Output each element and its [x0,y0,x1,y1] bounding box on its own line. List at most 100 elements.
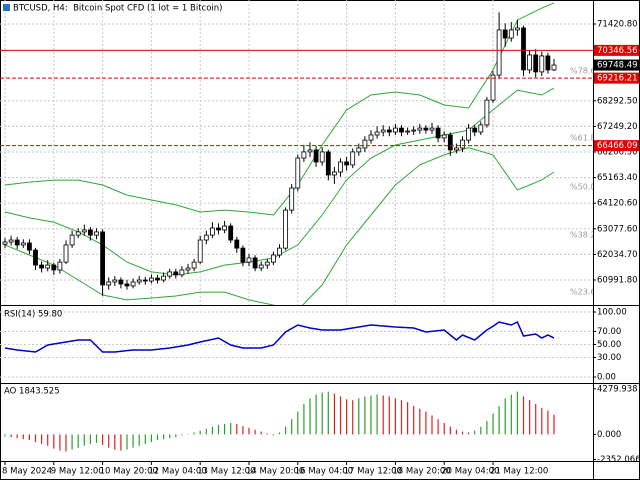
candle-body [429,127,435,131]
ao-bar [285,426,287,435]
price-level-label: 66466.09 [597,141,638,151]
ao-bar [150,434,152,442]
ao-bar [474,430,476,435]
candle-body [490,74,496,101]
ao-bar [10,434,12,438]
ao-bar [120,434,122,451]
candle-body [533,54,539,73]
candle-body [374,131,380,136]
candle-body [209,227,215,236]
candle-body [478,124,484,133]
candle-body [380,129,386,133]
y-tick-label: 64120.60 [597,199,638,209]
y-tick-label: 67249.20 [597,122,638,132]
candle-body [521,27,526,71]
ao-bar [297,411,299,435]
ao-bar [529,400,531,435]
ao-bar [199,430,201,435]
y-tick-label: 63077.60 [597,224,638,234]
ao-bar [254,429,256,435]
candle-body [270,254,276,263]
candle-body [386,129,392,133]
ao-bar [108,434,110,448]
ao-bar [114,434,116,450]
ao-bar [65,434,67,452]
price-level-box [594,44,639,56]
ao-bar [53,434,55,449]
candle-body [39,264,44,269]
ao-bar [376,394,378,435]
ao-bar [278,432,281,435]
ao-bar [144,434,146,444]
fib-label: %78.6 [570,67,595,76]
candle-body [338,161,343,173]
candle-body [130,281,136,287]
candle-body [258,264,264,269]
x-tick-label: 12 May 04:00 [148,467,206,477]
candle-body [228,225,234,241]
candle-body [222,225,228,231]
x-tick-label: 13 May 12:00 [197,467,255,477]
candle-body [472,127,478,133]
candle-body [118,279,124,285]
ao-bar [541,407,543,435]
ao-bar [535,404,537,435]
ao-bar [132,434,134,448]
ao-bar [156,434,159,441]
rsi-title: RSI(14) 59.80 [4,310,62,320]
ao-bar [486,421,488,435]
ao-bar [16,434,18,439]
x-tick-label: 16 May 04:00 [295,467,353,477]
y-tick-label: 0.000 [597,430,621,440]
candle-body [51,264,57,271]
ao-bar [339,396,342,435]
candle-body [460,139,465,149]
candle-body [45,264,51,269]
ao-bar [34,434,37,442]
ao-bar [468,432,470,435]
candle-body [502,29,508,39]
ao-bar [4,434,6,437]
ao-bar [400,400,403,435]
ao-bar [303,404,305,435]
candle-body [161,275,167,281]
current-price-label: 69748.49 [597,61,638,71]
candle-body [106,281,112,286]
ao-bar [291,419,293,435]
ao-bar [480,426,482,435]
candle-body [368,134,374,141]
main-pane: %78.6 %61.8 %50.0 %38.2 %23.6 [0,0,595,305]
x-tick-label: 20 May 04:00 [441,467,499,477]
price-level-box [594,140,639,152]
ao-bar [102,434,104,445]
ao-bar [41,434,43,444]
y-tick-label: 60991.80 [597,275,638,285]
candle-body [26,242,32,251]
ao-bar [138,434,140,446]
ao-bar [449,426,451,435]
y-tick-label: 30.00 [597,353,621,363]
ao-bar [95,434,98,443]
candle-body [14,239,20,246]
candle-body [142,279,148,282]
x-tick-label: 9 May 12:00 [51,467,104,477]
ao-bar [388,396,390,435]
candle-body [112,279,118,283]
ao-bar [211,426,213,435]
ao-bar [47,434,49,446]
x-tick-label: 17 May 12:00 [344,467,402,477]
symbol-icon [3,4,10,11]
candle-body [435,127,441,139]
ao-bar [169,434,171,439]
candle-body [405,130,411,133]
candle-body [81,229,87,233]
candle-body [173,271,179,276]
y-tick-label: 62034.70 [597,250,638,260]
price-level-label: 69216.21 [597,74,638,84]
candle-body [124,283,130,287]
candle-body [301,151,307,159]
ao-bar [364,396,366,435]
ao-bar [370,395,372,435]
